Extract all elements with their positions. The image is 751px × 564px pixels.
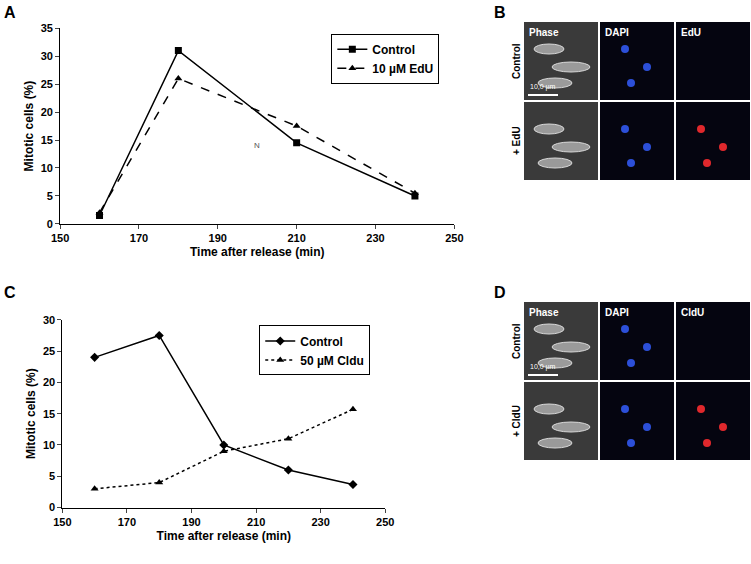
svg-text:230: 230 (366, 232, 384, 244)
svg-text:Mitotic cells (%): Mitotic cells (%) (24, 368, 38, 459)
svg-text:Phase: Phase (529, 27, 559, 38)
svg-text:Mitotic cells (%): Mitotic cells (%) (22, 81, 36, 172)
svg-text:10,0 µm: 10,0 µm (530, 363, 556, 371)
svg-text:Control: Control (511, 43, 522, 79)
svg-text:+ EdU: + EdU (511, 126, 522, 155)
svg-text:190: 190 (209, 232, 227, 244)
svg-text:5: 5 (49, 470, 55, 482)
svg-text:10 µM EdU: 10 µM EdU (372, 62, 433, 76)
svg-text:190: 190 (182, 516, 200, 528)
svg-text:10: 10 (41, 162, 53, 174)
svg-text:Control: Control (300, 335, 343, 349)
svg-text:N: N (254, 141, 260, 150)
svg-text:25: 25 (41, 78, 53, 90)
svg-text:150: 150 (51, 232, 69, 244)
svg-text:Time after release (min): Time after release (min) (190, 245, 325, 259)
svg-text:150: 150 (53, 516, 71, 528)
svg-text:230: 230 (311, 516, 329, 528)
svg-text:Control: Control (511, 323, 522, 359)
svg-text:30: 30 (41, 50, 53, 62)
svg-text:10,0 µm: 10,0 µm (530, 83, 556, 91)
svg-text:C: C (4, 284, 16, 301)
svg-text:25: 25 (43, 345, 55, 357)
svg-text:D: D (494, 284, 506, 301)
svg-text:Time after release (min): Time after release (min) (157, 529, 292, 543)
svg-text:A: A (4, 4, 16, 21)
svg-text:20: 20 (41, 106, 53, 118)
svg-text:CldU: CldU (681, 307, 704, 318)
svg-text:210: 210 (287, 232, 305, 244)
svg-text:B: B (494, 4, 506, 21)
svg-text:+ CldU: + CldU (511, 405, 522, 437)
svg-text:0: 0 (49, 501, 55, 513)
svg-text:15: 15 (43, 408, 55, 420)
svg-text:250: 250 (376, 516, 394, 528)
svg-text:0: 0 (47, 218, 53, 230)
svg-text:Phase: Phase (529, 307, 559, 318)
svg-text:210: 210 (247, 516, 265, 528)
svg-text:50 µM Cldu: 50 µM Cldu (300, 354, 364, 368)
svg-text:5: 5 (47, 190, 53, 202)
svg-text:30: 30 (43, 314, 55, 326)
svg-text:15: 15 (41, 134, 53, 146)
svg-text:EdU: EdU (681, 27, 701, 38)
svg-text:10: 10 (43, 439, 55, 451)
svg-text:Control: Control (372, 43, 415, 57)
svg-text:35: 35 (41, 22, 53, 34)
svg-text:20: 20 (43, 376, 55, 388)
svg-text:DAPI: DAPI (605, 27, 629, 38)
svg-text:170: 170 (118, 516, 136, 528)
svg-text:170: 170 (130, 232, 148, 244)
svg-text:250: 250 (445, 232, 463, 244)
svg-text:DAPI: DAPI (605, 307, 629, 318)
